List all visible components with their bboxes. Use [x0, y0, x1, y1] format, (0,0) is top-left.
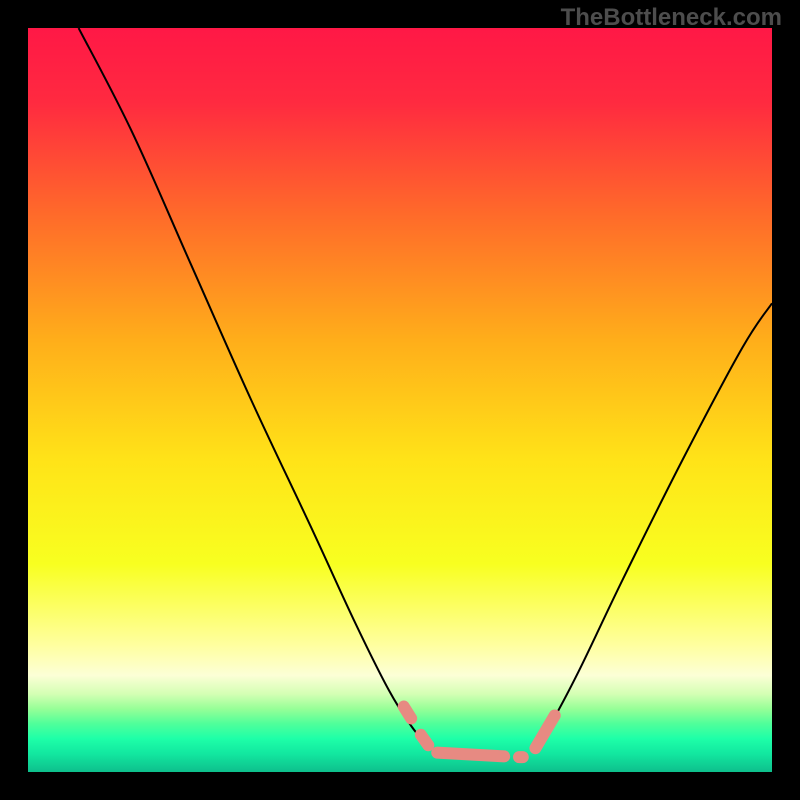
highlight-segment-0 [404, 707, 411, 719]
watermark-text: TheBottleneck.com [561, 4, 782, 32]
chart-root: TheBottleneck.com [0, 0, 800, 800]
chart-svg [28, 28, 772, 772]
gradient-background [28, 28, 772, 772]
highlight-segment-2 [437, 753, 504, 757]
highlight-segment-1 [421, 735, 428, 745]
plot-area [28, 28, 772, 772]
